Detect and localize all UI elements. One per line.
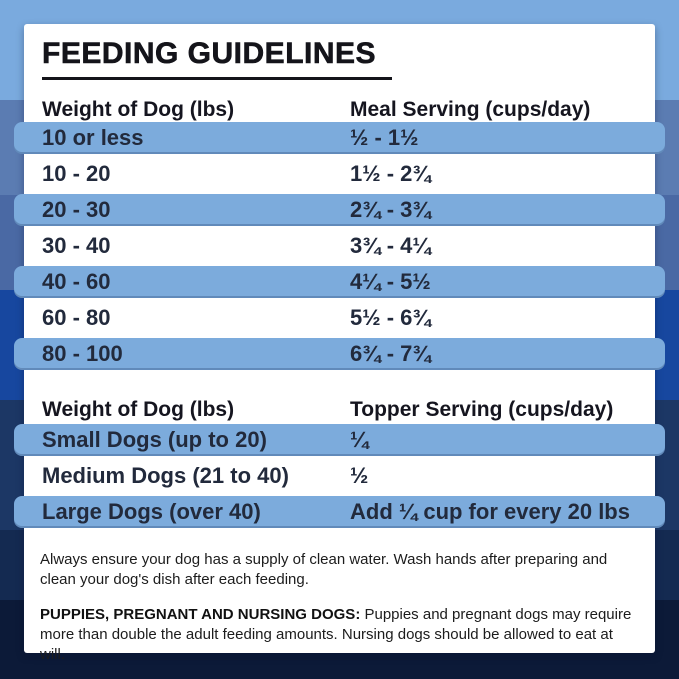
guidelines-card: FEEDING GUIDELINES Weight of Dog (lbs) M… (14, 24, 665, 663)
topper-header-serving: Topper Serving (cups/day) (350, 398, 614, 421)
row-serving-value: Add ¼ cup for every 20 lbs (350, 499, 630, 524)
row-serving-value: 1½ - 2¾ (350, 161, 431, 186)
row-weight-label: Small Dogs (up to 20) (42, 427, 267, 452)
table-row: 80 - 100 6¾ - 7¾ (14, 338, 665, 370)
table-row: 40 - 60 4¼ - 5½ (14, 266, 665, 298)
row-serving-value: 5½ - 6¾ (350, 305, 431, 330)
row-weight-label: 30 - 40 (42, 233, 111, 258)
row-weight-label: 40 - 60 (42, 269, 111, 294)
row-weight-label: 20 - 30 (42, 197, 111, 222)
row-serving-value: 4¼ - 5½ (350, 269, 431, 294)
row-weight-label: 80 - 100 (42, 341, 123, 366)
row-serving-value: ½ (350, 463, 369, 488)
topper-table-header: Weight of Dog (lbs) Topper Serving (cups… (24, 398, 655, 422)
meal-table: 10 or less ½ - 1½ 10 - 20 1½ - 2¾ 20 - 30 2¾ … (14, 122, 665, 370)
row-serving-value: 6¾ - 7¾ (350, 341, 431, 366)
row-weight-label: 10 - 20 (42, 161, 111, 186)
meal-table-header: Weight of Dog (lbs) Meal Serving (cups/d… (24, 98, 655, 122)
water-note: Always ensure your dog has a supply of c… (40, 551, 608, 588)
row-weight-label: Large Dogs (over 40) (42, 499, 261, 524)
table-row: 60 - 80 5½ - 6¾ (14, 302, 665, 334)
row-serving-value: ½ - 1½ (350, 125, 419, 150)
table-row: Small Dogs (up to 20) ¼ (14, 424, 665, 456)
row-serving-value: 3¾ - 4¼ (350, 233, 431, 258)
meal-header-weight: Weight of Dog (lbs) (42, 98, 235, 121)
table-row: 10 - 20 1½ - 2¾ (14, 158, 665, 190)
topper-table: Small Dogs (up to 20) ¼ Medium Dogs (21 to… (14, 424, 665, 528)
puppies-note-text: Puppies and pregnant dogs may require mo… (40, 606, 632, 663)
row-weight-label: 60 - 80 (42, 305, 111, 330)
row-serving-value: 2¾ - 3¾ (350, 197, 431, 222)
title-underline (42, 77, 392, 80)
row-weight-label: Medium Dogs (21 to 40) (42, 463, 289, 488)
table-row: 20 - 30 2¾ - 3¾ (14, 194, 665, 226)
meal-header-serving: Meal Serving (cups/day) (350, 98, 591, 121)
row-weight-label: 10 or less (42, 125, 144, 150)
table-row: Medium Dogs (21 to 40) ½ (14, 460, 665, 492)
puppies-note-lead: PUPPIES, PREGNANT AND NURSING DOGS: (40, 606, 361, 623)
page-title: FEEDING GUIDELINES (42, 37, 377, 70)
footnotes: Always ensure your dog has a supply of c… (40, 550, 639, 665)
table-row: 30 - 40 3¾ - 4¼ (14, 230, 665, 262)
table-row: Large Dogs (over 40) Add ¼ cup for every … (14, 496, 665, 528)
topper-header-weight: Weight of Dog (lbs) (42, 398, 235, 421)
puppies-note: PUPPIES, PREGNANT AND NURSING DOGS: Pupp… (40, 605, 639, 665)
table-row: 10 or less ½ - 1½ (14, 122, 665, 154)
row-serving-value: ¼ (350, 427, 369, 452)
